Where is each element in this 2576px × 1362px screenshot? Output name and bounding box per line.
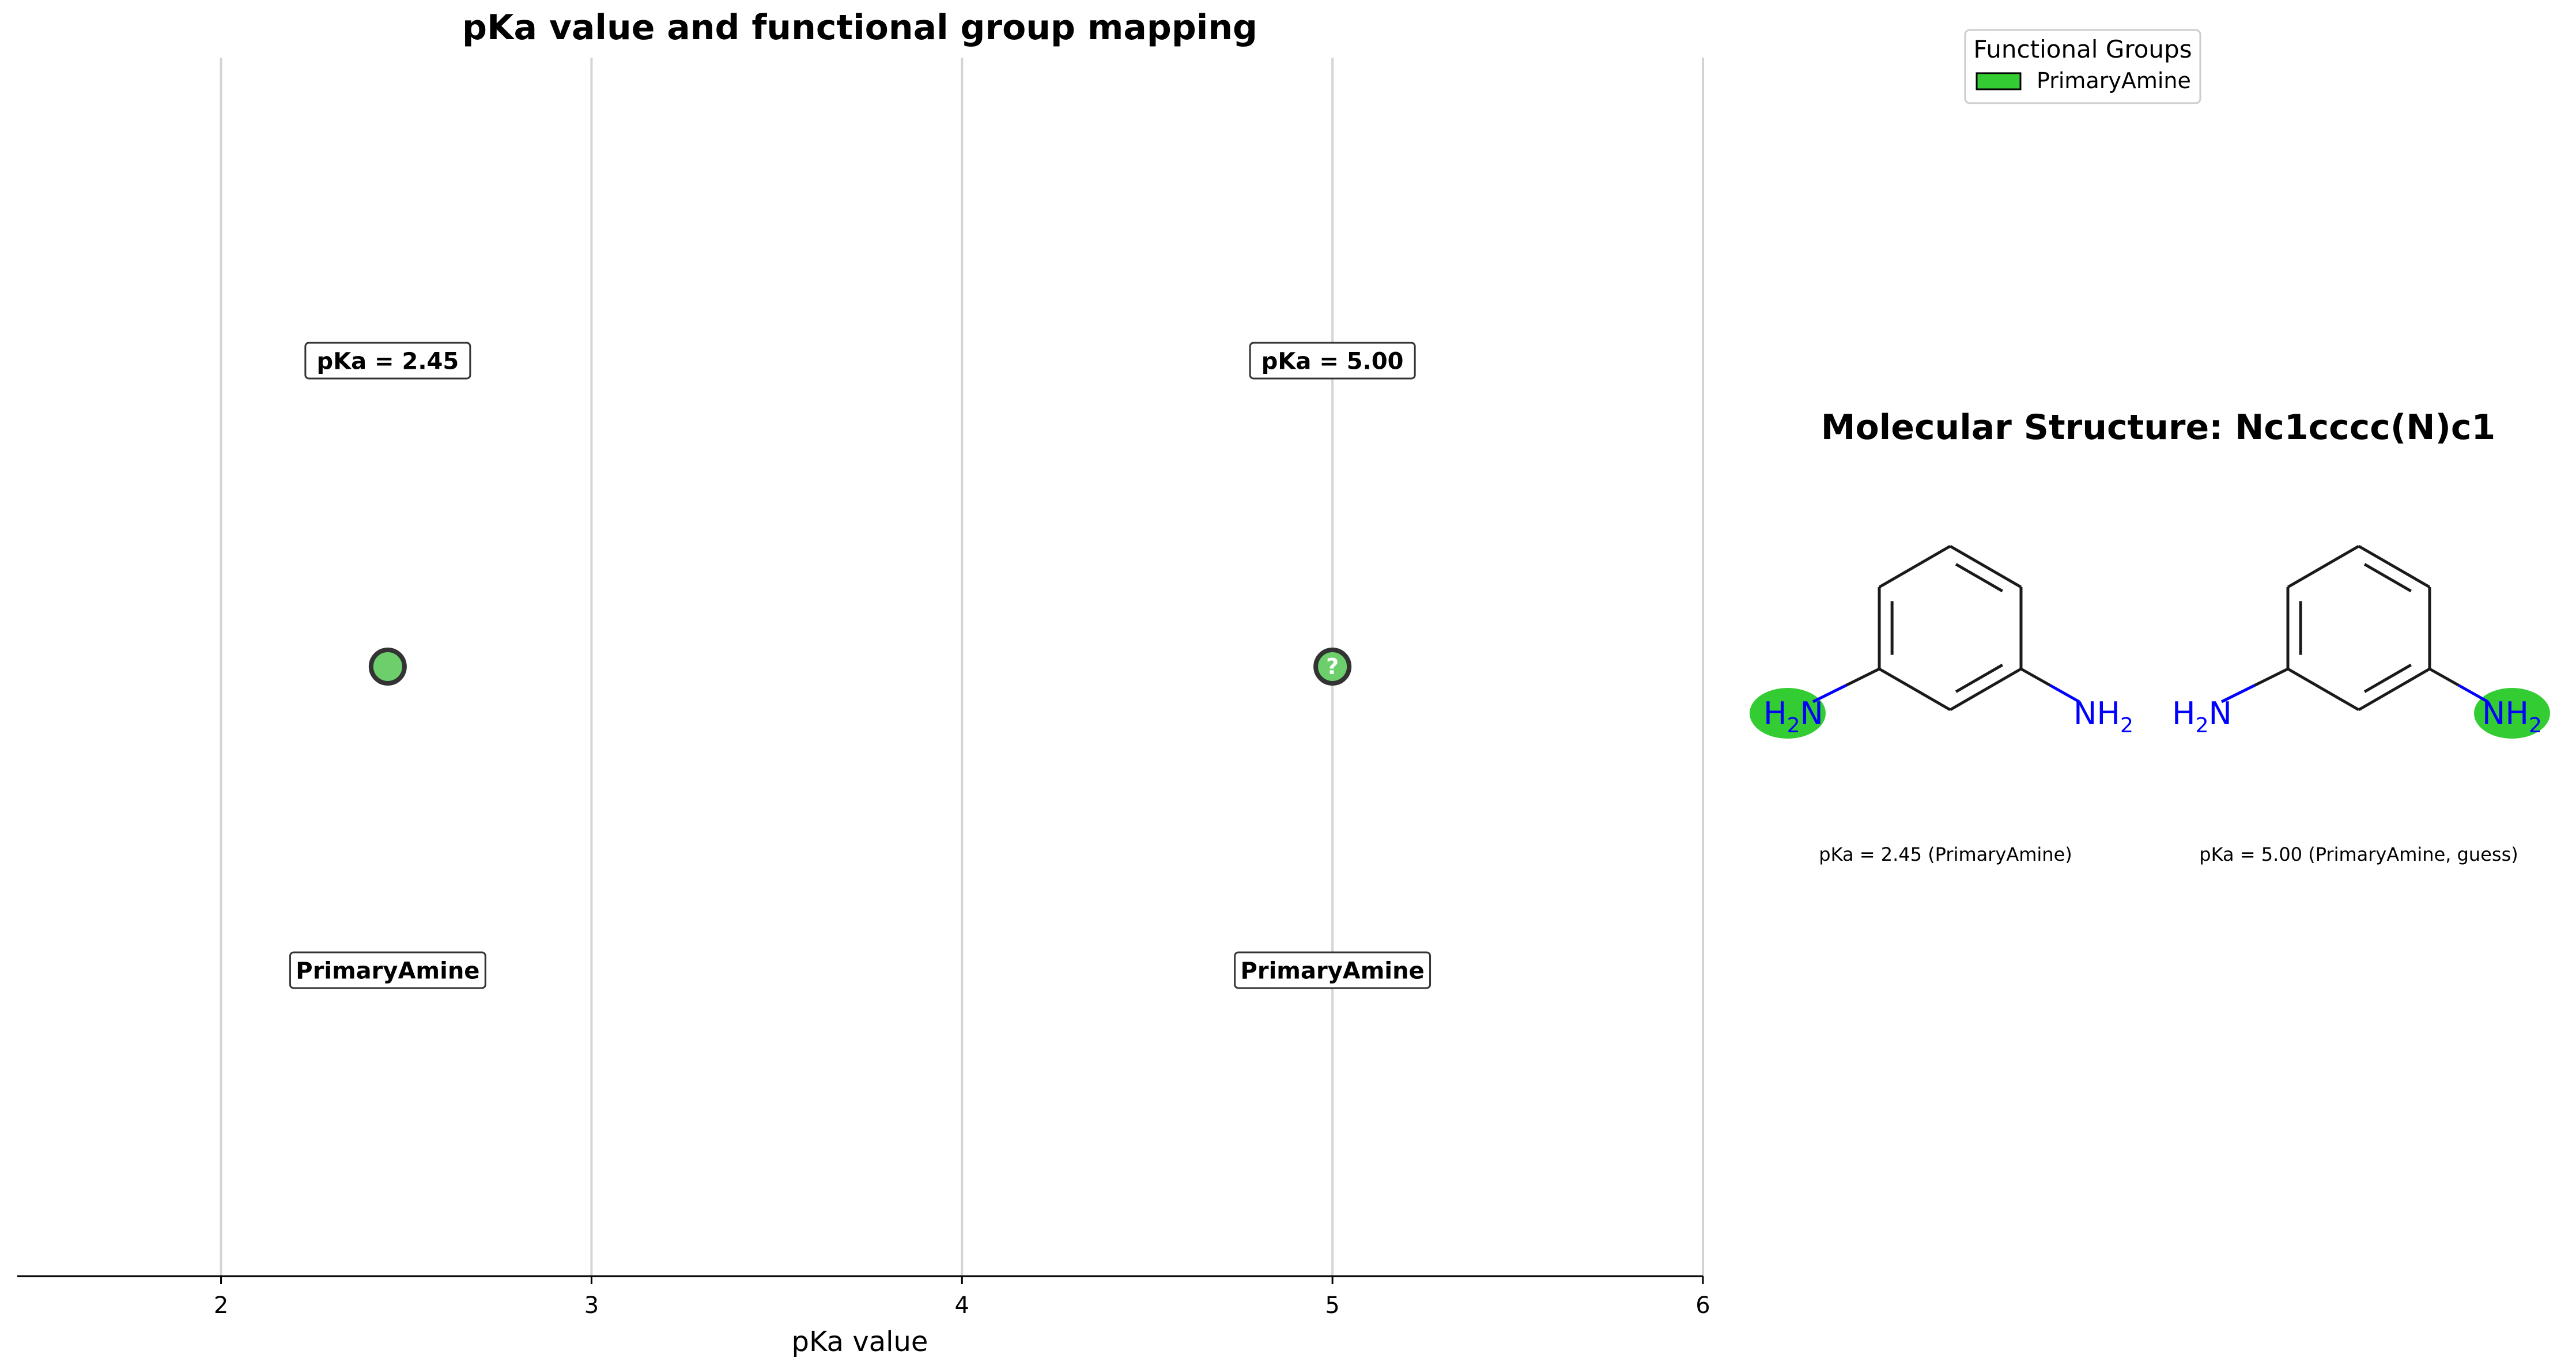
amine-label-right: NH2: [2073, 695, 2133, 737]
amine-label-left: H2N: [1763, 695, 1823, 737]
molecule-drawings: H2N NH2 pKa = 2.45 (PrimaryAmine) H2N NH2 pKa…: [1750, 544, 2550, 865]
ring-bond: [1878, 544, 1951, 589]
pka-label-group: pKa = 2.45: [304, 342, 471, 380]
ring-bond: [1878, 667, 1951, 712]
ring-bond: [1949, 667, 2022, 712]
x-tick-label: 3: [584, 1292, 599, 1319]
substituent-bond: [2254, 667, 2289, 687]
data-point-marker-text: ?: [1326, 654, 1339, 679]
data-point: [1313, 648, 1352, 686]
legend-swatch-primaryamine: [1976, 72, 2022, 90]
ring-bond: [2287, 544, 2360, 589]
double-bond: [2363, 663, 2412, 693]
substituent-bond: [2220, 684, 2256, 703]
molecule-caption: pKa = 2.45 (PrimaryAmine): [1819, 843, 2072, 865]
substituent-bond: [2020, 667, 2051, 687]
x-ticks: 2 3 4 5 6: [214, 1276, 1710, 1319]
amine-label-left: H2N: [2172, 695, 2232, 737]
group-label-group: PrimaryAmine: [1234, 951, 1431, 989]
molecule-1: H2N NH2 pKa = 2.45 (PrimaryAmine): [1750, 544, 2133, 865]
molecule-caption: pKa = 5.00 (PrimaryAmine, guess): [2199, 843, 2518, 865]
pka-label-box: [1249, 342, 1416, 380]
substituent-bond: [2458, 684, 2489, 703]
grid-lines: [220, 58, 1704, 1276]
group-label: PrimaryAmine: [1241, 958, 1425, 984]
molecule-title: Molecular Structure: Nc1cccc(N)c1: [1821, 407, 2496, 448]
pka-label-group: pKa = 5.00: [1249, 342, 1416, 380]
plot-area: 2 3 4 5 6 pKa = 2.45 PrimaryAmine? pKa = 5.00 P…: [17, 7, 1710, 1358]
group-label-group: PrimaryAmine: [289, 951, 486, 989]
legend-title: Functional Groups: [1973, 35, 2192, 63]
pka-label-box: [304, 342, 471, 380]
chart-title: pKa value and functional group mapping: [462, 7, 1257, 48]
pka-label: pKa = 2.45: [317, 348, 459, 374]
ring-bond: [1949, 544, 2022, 589]
pka-label: pKa = 5.00: [1261, 348, 1404, 374]
double-bond: [2363, 563, 2412, 593]
functional-group-highlight: [2474, 688, 2550, 739]
amine-label-right: NH2: [2482, 695, 2542, 737]
functional-group-highlight: [1750, 688, 1826, 739]
x-tick-label: 5: [1325, 1292, 1339, 1319]
legend-item-label: PrimaryAmine: [2037, 68, 2191, 93]
ring-bond: [2287, 667, 2360, 712]
molecule-panel: Molecular Structure: Nc1cccc(N)c1 H2N NH2…: [1750, 407, 2550, 865]
substituent-bond: [2428, 667, 2460, 687]
double-bond: [1955, 663, 2004, 693]
x-axis-label: pKa value: [792, 1326, 928, 1358]
ring-bond: [2358, 667, 2431, 712]
group-label: PrimaryAmine: [296, 958, 479, 984]
group-label-box: [1234, 951, 1431, 989]
double-bond: [1955, 563, 2004, 593]
x-tick-label: 6: [1695, 1292, 1710, 1319]
group-label-box: [289, 951, 486, 989]
substituent-bond: [1845, 667, 1880, 687]
data-point: [368, 648, 407, 686]
data-points: pKa = 2.45 PrimaryAmine? pKa = 5.00 Primary…: [289, 342, 1431, 989]
x-tick-label: 4: [955, 1292, 969, 1319]
substituent-bond: [2049, 684, 2080, 703]
ring-bond: [2358, 544, 2431, 589]
x-tick-label: 2: [214, 1292, 228, 1319]
legend-box: [1964, 29, 2201, 104]
substituent-bond: [1812, 684, 1847, 703]
legend: Functional Groups PrimaryAmine: [1964, 29, 2201, 104]
molecule-2: H2N NH2 pKa = 5.00 (PrimaryAmine, guess): [2172, 544, 2550, 865]
